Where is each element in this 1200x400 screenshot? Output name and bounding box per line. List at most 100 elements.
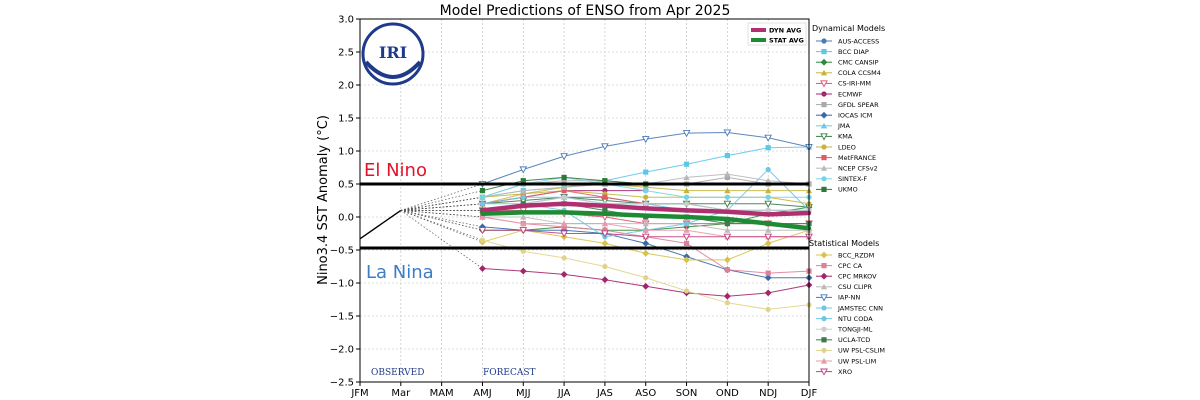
series-point — [765, 227, 772, 233]
x-tick-label: JFM — [350, 388, 368, 399]
series-point — [683, 194, 690, 200]
legend-marker — [821, 326, 827, 332]
series-point — [765, 270, 771, 276]
legend-label-xro: XRO — [838, 368, 852, 376]
series-point — [479, 201, 486, 207]
avg-line-stat-avg — [480, 210, 812, 231]
forecast-label: FORECAST — [483, 368, 536, 378]
legend-marker — [820, 251, 828, 259]
series-point — [602, 194, 608, 200]
x-tick-label: JJA — [557, 388, 571, 399]
legend-marker — [821, 347, 827, 353]
series-point — [724, 171, 731, 177]
legend-label-aus-access: AUS-ACCESS — [838, 37, 879, 45]
series-point — [520, 187, 527, 194]
legend-marker — [820, 294, 828, 302]
series-point — [643, 275, 649, 281]
legend-label-iap-nn: IAP-NN — [838, 294, 860, 302]
legend-label-ecmwf: ECMWF — [838, 90, 863, 98]
legend-marker — [820, 111, 828, 119]
y-tick-label: −0.5 — [330, 246, 354, 257]
series-point — [724, 300, 730, 306]
series-point — [683, 240, 690, 246]
legend-label-bcc-rzdm: BCC_RZDM — [838, 251, 874, 259]
series-point — [520, 178, 526, 184]
series-point — [724, 267, 730, 273]
el-nino-label: El Nino — [364, 160, 427, 181]
series-point — [520, 220, 527, 227]
series-point — [642, 227, 649, 233]
y-tick-label: 3.0 — [338, 15, 354, 26]
series-point — [764, 274, 772, 282]
y-tick-label: 0.5 — [338, 180, 354, 191]
y-axis-label: Nino3.4 SST Anomaly (°C) — [316, 115, 331, 285]
legend-marker — [821, 49, 827, 55]
series-point — [765, 145, 771, 151]
series-point — [723, 233, 732, 241]
x-tick-label: SON — [676, 388, 698, 399]
connector-line — [400, 190, 483, 211]
series-point — [683, 174, 690, 180]
series-point — [479, 188, 486, 194]
legend-marker — [820, 357, 828, 364]
legend-marker — [820, 58, 828, 66]
series-point — [643, 194, 649, 200]
series-point — [642, 184, 649, 190]
series-point — [765, 306, 771, 312]
series-point — [724, 227, 731, 233]
x-tick-label: MJJ — [516, 388, 531, 399]
y-tick-label: −1.5 — [330, 312, 354, 323]
series-point — [642, 220, 649, 227]
x-tick-label: MAM — [430, 388, 454, 399]
series-point — [683, 221, 690, 227]
series-point — [601, 240, 609, 247]
series-xro — [400, 210, 813, 241]
series-point — [683, 256, 690, 264]
series-point — [643, 169, 649, 175]
series-point — [561, 255, 567, 261]
series-point — [683, 161, 690, 167]
legend-marker — [821, 337, 827, 343]
legend-label-cpc-mrkov: CPC MRKOV — [838, 273, 877, 281]
series-point — [601, 230, 609, 238]
series-point — [723, 292, 731, 300]
y-tick-label: 2.5 — [338, 48, 354, 59]
series-point — [561, 224, 567, 230]
series-point — [682, 233, 691, 241]
series-point — [641, 233, 650, 241]
observed-label: OBSERVED — [371, 368, 424, 378]
series-point — [560, 230, 568, 238]
series-point — [765, 166, 771, 173]
series-point — [519, 166, 528, 174]
legend-marker — [821, 155, 827, 161]
y-tick-label: −1.0 — [330, 279, 354, 290]
legend-marker — [820, 80, 828, 88]
legend-marker — [821, 38, 827, 44]
series-uw-psl-cslim — [400, 210, 812, 312]
series-point — [764, 289, 772, 297]
logo-text: IRI — [379, 43, 407, 62]
series-point — [560, 153, 568, 161]
series-point — [520, 213, 527, 220]
series-point — [641, 136, 650, 144]
iri-logo: IRI — [361, 22, 425, 86]
model-legend: Dynamical Models AUS-ACCESS BCC DIAP CMC CA… — [809, 24, 885, 376]
legend-marker — [821, 102, 827, 108]
avg-legend-label: STAT AVG — [769, 37, 804, 45]
plot-frame — [359, 18, 810, 383]
legend-label-ldeo: LDEO — [838, 143, 856, 151]
series-layer — [359, 129, 813, 312]
series-point — [764, 240, 772, 247]
series-point — [683, 201, 690, 207]
x-tick-label: NDJ — [759, 388, 777, 399]
series-point — [682, 130, 691, 138]
legend-label-jma: JMA — [837, 122, 851, 130]
series-point — [643, 201, 649, 207]
series-point — [602, 263, 608, 270]
series-point — [643, 188, 649, 194]
legend-label-kma: KMA — [838, 133, 853, 141]
series-point — [520, 248, 526, 254]
legend-marker — [821, 316, 827, 322]
legend-label-bcc-diap: BCC DIAP — [838, 48, 869, 56]
series-point — [560, 220, 568, 227]
